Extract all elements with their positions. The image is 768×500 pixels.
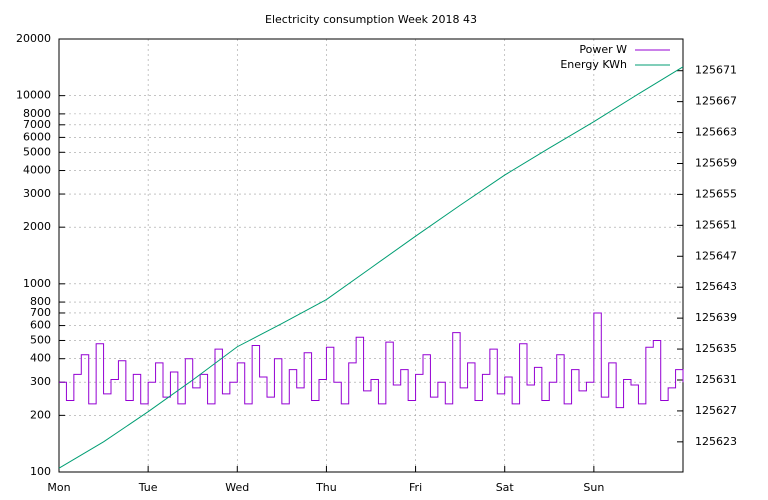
- y2-tick-label: 125627: [695, 404, 737, 417]
- y-tick-label: 300: [30, 375, 51, 388]
- y-tick-label: 800: [30, 295, 51, 308]
- y2-tick-label: 125655: [695, 187, 737, 200]
- y2-tick-label: 125639: [695, 311, 737, 324]
- plot-frame: [58, 38, 684, 473]
- y-tick-label: 200: [30, 408, 51, 421]
- legend-label: Energy KWh: [560, 58, 627, 71]
- legend-label: Power W: [579, 43, 627, 56]
- y2-tick-label: 125671: [695, 64, 737, 77]
- x-tick-label: Sun: [583, 481, 604, 494]
- x-tick-label: Mon: [47, 481, 70, 494]
- y-tick-label: 100: [30, 465, 51, 478]
- y-tick-label: 6000: [23, 130, 51, 143]
- y-tick-label: 7000: [23, 118, 51, 131]
- y2-tick-label: 125647: [695, 249, 737, 262]
- y-tick-label: 400: [30, 352, 51, 365]
- y-tick-label: 2000: [23, 220, 51, 233]
- y-tick-label: 20000: [16, 32, 51, 45]
- y-tick-label: 4000: [23, 164, 51, 177]
- y2-tick-label: 125635: [695, 342, 737, 355]
- x-tick-label: Fri: [409, 481, 422, 494]
- x-tick-label: Sat: [496, 481, 515, 494]
- y2-tick-label: 125623: [695, 435, 737, 448]
- y-tick-label: 500: [30, 333, 51, 346]
- y2-tick-label: 125631: [695, 373, 737, 386]
- y2-tick-label: 125651: [695, 218, 737, 231]
- y-tick-label: 1000: [23, 277, 51, 290]
- y-tick-label: 5000: [23, 145, 51, 158]
- x-tick-label: Thu: [315, 481, 337, 494]
- y-tick-label: 10000: [16, 89, 51, 102]
- series-line: [59, 312, 684, 409]
- y2-tick-label: 125659: [695, 156, 737, 169]
- y2-tick-label: 125643: [695, 280, 737, 293]
- y-tick-label: 600: [30, 319, 51, 332]
- x-tick-label: Tue: [138, 481, 158, 494]
- y2-tick-label: 125667: [695, 95, 737, 108]
- y-tick-label: 3000: [23, 187, 51, 200]
- y-tick-label: 8000: [23, 107, 51, 120]
- y2-tick-label: 125663: [695, 126, 737, 139]
- chart-title: Electricity consumption Week 2018 43: [265, 13, 477, 26]
- series-line: [58, 66, 684, 469]
- y-tick-label: 700: [30, 306, 51, 319]
- x-tick-label: Wed: [225, 481, 249, 494]
